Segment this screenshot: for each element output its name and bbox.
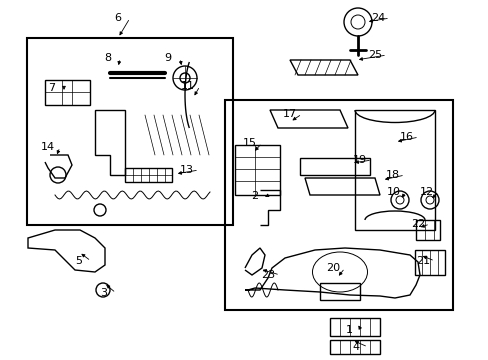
Text: 7: 7	[48, 83, 56, 93]
Bar	[415, 220, 439, 240]
Text: 23: 23	[261, 270, 274, 280]
Text: 18: 18	[385, 170, 399, 180]
Text: 17: 17	[283, 109, 296, 119]
Text: 12: 12	[419, 187, 433, 197]
Bar	[329, 318, 379, 336]
Bar	[235, 145, 280, 195]
Bar	[329, 340, 379, 354]
Text: 9: 9	[164, 53, 171, 63]
Text: 11: 11	[181, 81, 195, 91]
Bar	[125, 168, 172, 182]
Bar	[299, 158, 369, 175]
Text: 4: 4	[352, 342, 359, 352]
Bar	[27, 38, 232, 225]
Bar	[414, 250, 444, 275]
Text: 2: 2	[251, 191, 258, 201]
Bar	[224, 100, 452, 310]
Text: 5: 5	[75, 256, 82, 266]
Text: 14: 14	[41, 142, 55, 152]
Text: 6: 6	[114, 13, 121, 23]
Text: 22: 22	[410, 219, 424, 229]
Text: 19: 19	[352, 155, 366, 165]
Text: 21: 21	[415, 256, 429, 266]
Text: 16: 16	[399, 132, 413, 142]
Text: 8: 8	[104, 53, 111, 63]
Text: 3: 3	[101, 288, 107, 298]
Text: 20: 20	[325, 263, 339, 273]
Text: 1: 1	[345, 325, 352, 335]
Bar	[45, 80, 90, 105]
Bar	[319, 283, 359, 300]
Text: 24: 24	[370, 13, 385, 23]
Text: 15: 15	[243, 138, 257, 148]
Text: 10: 10	[386, 187, 400, 197]
Text: 25: 25	[367, 50, 381, 60]
Text: 13: 13	[180, 165, 194, 175]
